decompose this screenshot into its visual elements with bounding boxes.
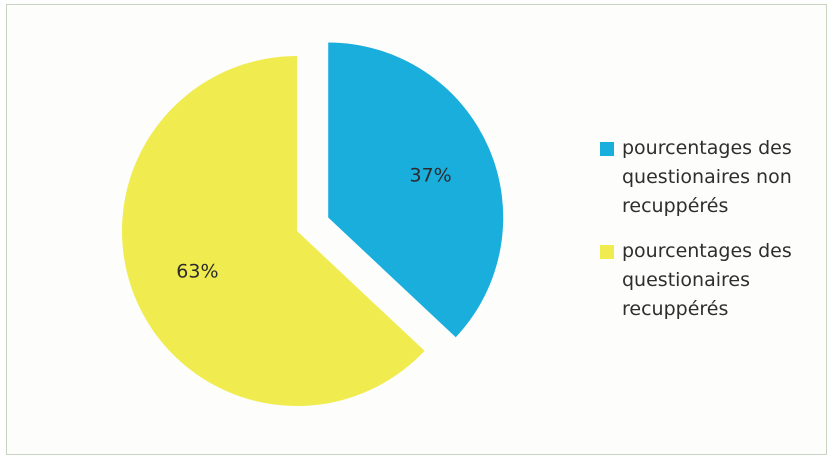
legend-item-1: pourcentages des questionaires recuppéré… [598,237,823,324]
pie-data-labels: 37% 63% [176,164,451,282]
pie-label-1: 63% [176,261,218,283]
legend-label-1: pourcentages des questionaires recuppéré… [622,240,792,320]
legend-label-0: pourcentages des questionaires non recup… [622,137,792,217]
pie-slices [121,42,504,406]
pie-slice-0 [328,42,504,338]
legend-swatch-1 [600,245,614,259]
legend: pourcentages des questionaires non recup… [598,134,823,340]
pie-slice-1 [121,56,425,406]
legend-item-0: pourcentages des questionaires non recup… [598,134,823,221]
legend-swatch-0 [600,142,614,156]
pie-label-0: 37% [409,164,451,186]
